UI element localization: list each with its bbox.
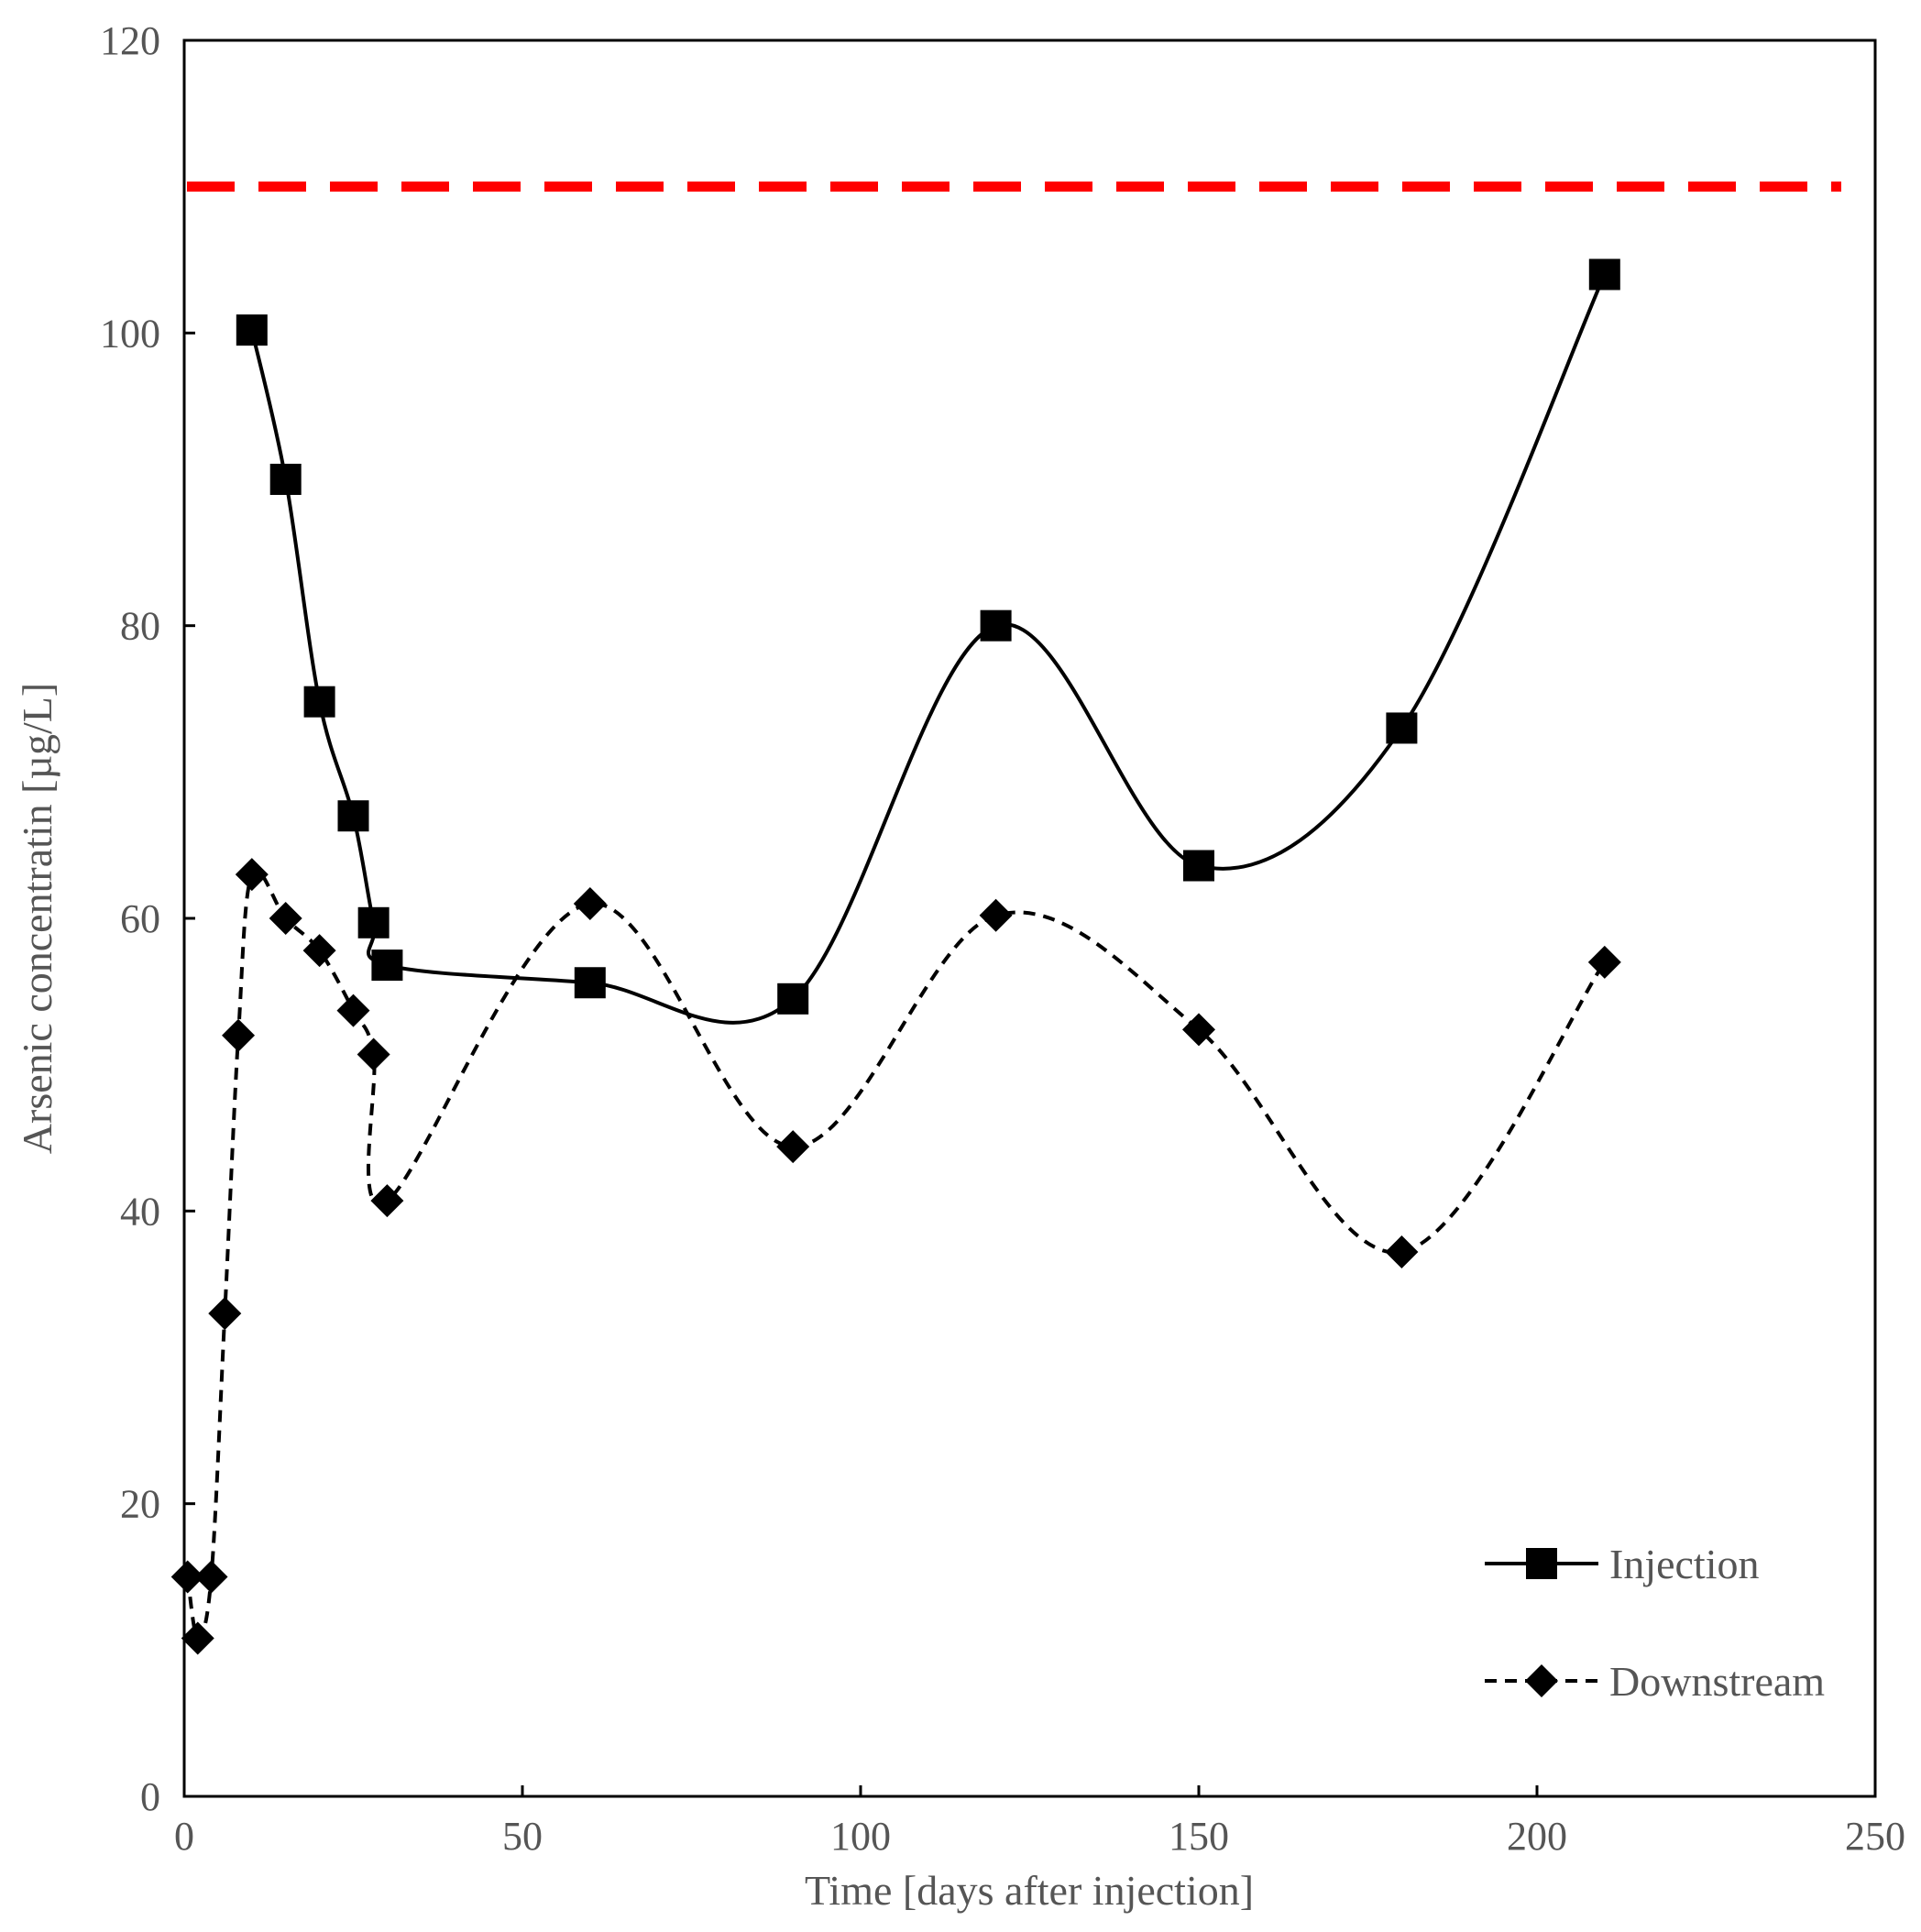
y-tick-label: 80 (120, 604, 160, 649)
legend-injection-label: Injection (1609, 1541, 1760, 1587)
injection-line (249, 273, 1607, 1025)
injection-series (236, 258, 1620, 1025)
x-tick-label: 100 (830, 1814, 891, 1859)
injection-point (236, 314, 268, 346)
injection-point (303, 686, 335, 718)
x-tick-label: 0 (174, 1814, 194, 1859)
y-tick-label: 20 (120, 1482, 160, 1527)
downstream-point (1385, 1235, 1419, 1269)
injection-point (269, 464, 302, 495)
injection-point (777, 982, 809, 1015)
downstream-point (573, 887, 607, 921)
legend-injection-marker (1526, 1548, 1557, 1579)
downstream-point (194, 1560, 228, 1594)
y-axis-ticks: 0 20 40 60 80 100 120 (100, 18, 195, 1819)
y-axis-label: Arsenic concentratin [µg/L] (14, 683, 60, 1154)
downstream-point (1182, 1013, 1215, 1047)
downstream-point (170, 1560, 204, 1594)
y-tick-label: 120 (100, 18, 160, 63)
y-tick-label: 60 (120, 896, 160, 941)
x-tick-label: 50 (502, 1814, 543, 1859)
injection-point (1386, 712, 1418, 744)
downstream-point (222, 1018, 256, 1052)
injection-point (371, 950, 403, 982)
injection-point (337, 800, 369, 832)
x-tick-label: 200 (1507, 1814, 1567, 1859)
legend: Injection Downstream (1485, 1541, 1825, 1705)
injection-point (357, 906, 390, 939)
downstream-point (181, 1621, 214, 1655)
downstream-point (302, 934, 336, 968)
downstream-point (370, 1184, 404, 1218)
plot-frame (182, 38, 1877, 1798)
x-tick-label: 150 (1169, 1814, 1229, 1859)
downstream-point (336, 993, 370, 1027)
legend-downstream-label: Downstream (1609, 1658, 1825, 1705)
downstream-point (357, 1037, 390, 1071)
series-layer (170, 258, 1621, 1655)
injection-point (980, 609, 1012, 642)
injection-point (1588, 258, 1620, 291)
downstream-point (208, 1297, 242, 1331)
y-tick-label: 100 (100, 311, 160, 356)
downstream-point (979, 898, 1013, 932)
x-axis-ticks: 0 50 100 150 200 250 (174, 1785, 1905, 1859)
downstream-series (170, 858, 1621, 1655)
x-axis-label: Time [days after injection] (805, 1867, 1254, 1914)
y-tick-label: 0 (140, 1774, 160, 1819)
downstream-point (235, 858, 269, 892)
downstream-point (1587, 945, 1621, 979)
y-tick-label: 40 (120, 1189, 160, 1234)
x-tick-label: 250 (1845, 1814, 1905, 1859)
injection-point (1183, 850, 1214, 882)
legend-downstream-marker (1525, 1664, 1558, 1697)
downstream-point (776, 1130, 810, 1164)
downstream-point (269, 902, 302, 935)
injection-point (574, 967, 606, 999)
